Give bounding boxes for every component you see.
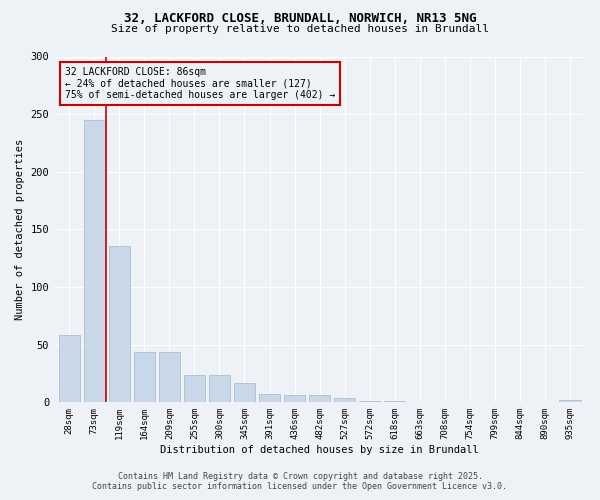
Y-axis label: Number of detached properties: Number of detached properties [15,139,25,320]
Text: 32, LACKFORD CLOSE, BRUNDALL, NORWICH, NR13 5NG: 32, LACKFORD CLOSE, BRUNDALL, NORWICH, N… [124,12,476,26]
Bar [59,336,80,402]
Bar [259,394,280,402]
Bar [309,396,330,402]
Bar [234,382,255,402]
Bar [209,374,230,402]
Bar [284,396,305,402]
Text: 32 LACKFORD CLOSE: 86sqm
← 24% of detached houses are smaller (127)
75% of semi-: 32 LACKFORD CLOSE: 86sqm ← 24% of detach… [65,67,335,100]
Bar [134,352,155,403]
Bar [109,246,130,402]
Bar [384,401,406,402]
Bar [159,352,180,403]
Bar [184,374,205,402]
Text: Contains HM Land Registry data © Crown copyright and database right 2025.
Contai: Contains HM Land Registry data © Crown c… [92,472,508,491]
Bar [334,398,355,402]
Bar [559,400,581,402]
X-axis label: Distribution of detached houses by size in Brundall: Distribution of detached houses by size … [160,445,479,455]
Bar [359,401,380,402]
Text: Size of property relative to detached houses in Brundall: Size of property relative to detached ho… [111,24,489,34]
Bar [83,120,105,403]
